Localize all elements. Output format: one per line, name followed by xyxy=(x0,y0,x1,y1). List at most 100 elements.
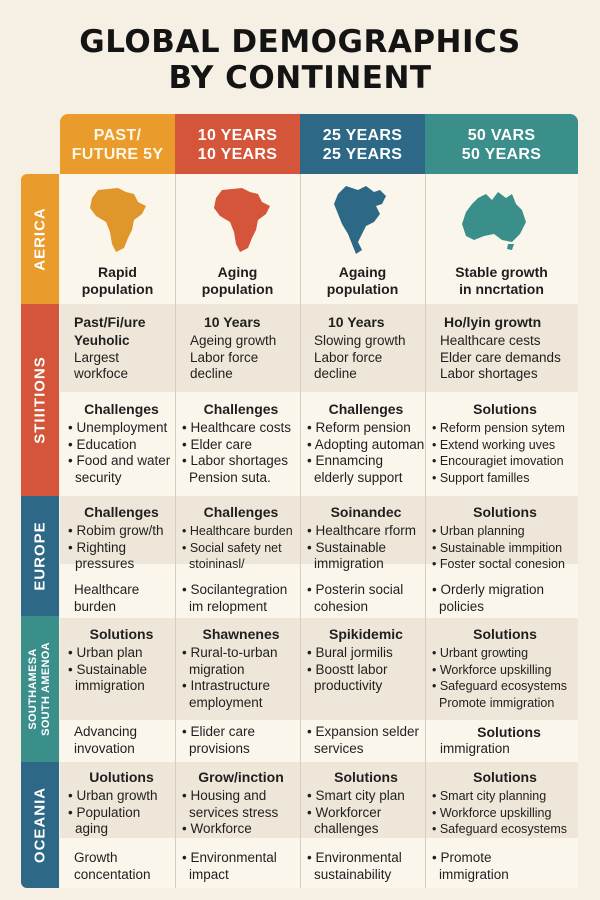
table-cell: Solutions • Reform pension sytem • Exten… xyxy=(432,401,578,486)
caption-line: population xyxy=(201,281,274,297)
page-title: GLOBAL DEMOGRAPHICS BY CONTINENT xyxy=(0,24,600,96)
cell-heading: Solutions xyxy=(473,769,537,785)
column-divider xyxy=(425,174,426,888)
cell-heading: Solutions xyxy=(477,724,541,740)
cell-line: decline xyxy=(190,366,233,381)
table-cell: Ho/lyin growtn Healthcare cests Elder ca… xyxy=(440,314,578,383)
cell-line: • Workforce xyxy=(182,821,252,836)
table-cell: Past/Fi/ure Yeuholic Largest workfoce xyxy=(74,314,174,383)
cell-line: elderly support xyxy=(314,469,403,485)
table-cell: Soinandec • Healthcare rform • Sustainab… xyxy=(307,504,425,573)
caption-line: population xyxy=(326,281,399,297)
cell-line: • Smart city plan xyxy=(307,788,405,803)
cell-line: • Environmental xyxy=(307,850,402,865)
row-label-text: SOUTHAMESA xyxy=(27,648,39,730)
row-label-text: OCEANIA xyxy=(31,786,49,864)
cell-line: • Elder care xyxy=(182,436,253,452)
column-header-line: FUTURE 5Y xyxy=(71,146,164,163)
table-cell: • Orderly migration policies xyxy=(432,582,578,615)
table-cell: • Promote immigration xyxy=(432,850,578,883)
cell-subheading: Yeuholic xyxy=(74,333,130,348)
row-band xyxy=(60,838,578,888)
row-label-europe: EUROPE xyxy=(21,496,59,616)
cell-line: burden xyxy=(74,598,117,614)
cell-line: Labor shortages xyxy=(440,366,538,381)
table-cell: 10 Years Slowing growth Labor force decl… xyxy=(314,314,424,383)
cell-line: • Encouragiet imovation xyxy=(432,454,564,468)
cell-line: sustainability xyxy=(314,866,392,882)
row-label-oceania: OCEANIA xyxy=(21,762,59,888)
column-header-line: PAST/ xyxy=(93,127,142,144)
cell-line: im relopment xyxy=(189,598,268,614)
cell-heading: Solutions xyxy=(473,401,537,417)
row-band xyxy=(60,174,578,304)
row-label-text: EUROPE xyxy=(31,521,49,591)
cell-line: • Labor shortages xyxy=(182,453,289,468)
cell-line: • Healthcare burden xyxy=(182,524,293,538)
caption-line: population xyxy=(81,281,154,297)
cell-line: • Sustainable xyxy=(68,661,148,677)
column-header-10-years: 10 YEARS 10 YEARS xyxy=(175,114,300,174)
cell-line: • Smart city planning xyxy=(432,789,547,803)
row-label-africa: AERICA xyxy=(21,174,59,304)
cell-line: Ageing growth xyxy=(190,333,277,348)
table-cell: 10 Years Ageing growth Labor force decli… xyxy=(190,314,300,383)
table-cell: Challenges • Healthcare burden • Social … xyxy=(182,504,300,573)
cell-line: • Promote xyxy=(432,850,492,865)
cell-line: provisions xyxy=(189,740,250,756)
cell-line: • Healthcare rform xyxy=(307,523,417,538)
caption-line: Againg xyxy=(338,264,387,280)
row-label-south-america: SOUTHAMESA SOUTH AMENOA xyxy=(21,616,59,762)
cell-line: decline xyxy=(314,366,357,381)
cell-line: Labor force xyxy=(314,349,383,365)
cell-line: • Education xyxy=(68,436,137,452)
cell-line: • Social safety net xyxy=(182,540,282,555)
table-cell: Solutions • Urban planning • Sustainable… xyxy=(432,504,578,573)
column-header-25-years: 25 YEARS 25 YEARS xyxy=(300,114,425,174)
column-header-line: 10 YEARS xyxy=(197,146,278,163)
table-cell: Growth concentation xyxy=(74,850,174,883)
cell-line: concentation xyxy=(74,866,151,882)
cell-heading: Solutions xyxy=(334,769,398,785)
cell-line: • Healthcare costs xyxy=(182,420,292,435)
table-cell: Shawnenes • Rural-to-urban migration • I… xyxy=(182,626,300,711)
table-cell: • Posterin social cohesion xyxy=(307,582,425,615)
cell-heading: Soinandec xyxy=(330,504,402,520)
row-band xyxy=(60,496,578,564)
demographics-table: Rapid population Aging population Againg… xyxy=(60,174,578,888)
column-header-line: 10 YEARS xyxy=(197,127,278,144)
cell-heading: Solutions xyxy=(473,504,537,520)
cell-line: pressures xyxy=(75,556,135,571)
table-cell: Healthcare burden xyxy=(74,582,174,615)
cell-line: • Socilantegration xyxy=(182,582,288,597)
table-cell: Advancing invovation xyxy=(74,724,174,757)
cell-line: challenges xyxy=(314,821,379,836)
row-band xyxy=(60,618,578,720)
row-band xyxy=(60,304,578,392)
caption-line: Rapid xyxy=(98,264,137,280)
cell-line: • Sustainable xyxy=(307,539,387,555)
cell-line: • Urban planning xyxy=(432,524,525,538)
column-divider xyxy=(300,174,301,888)
column-header-past-future: PAST/ FUTURE 5Y xyxy=(60,114,175,174)
cell-line: immigration xyxy=(439,866,509,882)
cell-heading: Challenges xyxy=(84,401,159,417)
cell-line: policies xyxy=(439,598,485,614)
cell-line: Slowing growth xyxy=(314,333,406,348)
column-header-line: 25 YEARS xyxy=(322,127,403,144)
cell-heading: Shawnenes xyxy=(202,626,280,642)
cell-line: • Sustainable immpition xyxy=(432,540,563,555)
cell-line: migration xyxy=(189,661,245,677)
cell-line: services stress xyxy=(189,804,279,820)
cell-line: stoininasl/ xyxy=(189,557,245,571)
cell-line: Labor force xyxy=(190,349,259,365)
cell-line: • Expansion selder xyxy=(307,724,420,739)
table-cell: Challenges • Robim grow/th • Righting pr… xyxy=(68,504,175,573)
cell-heading: Solutions xyxy=(89,626,154,642)
australia-map-icon xyxy=(462,192,526,250)
cell-line: • Workforce upskilling xyxy=(432,805,552,820)
column-header-line: 50 YEARS xyxy=(461,146,542,163)
cell-line: • Urban plan xyxy=(68,645,143,660)
cell-heading: Challenges xyxy=(203,504,279,520)
north-america-map-icon xyxy=(334,186,386,254)
